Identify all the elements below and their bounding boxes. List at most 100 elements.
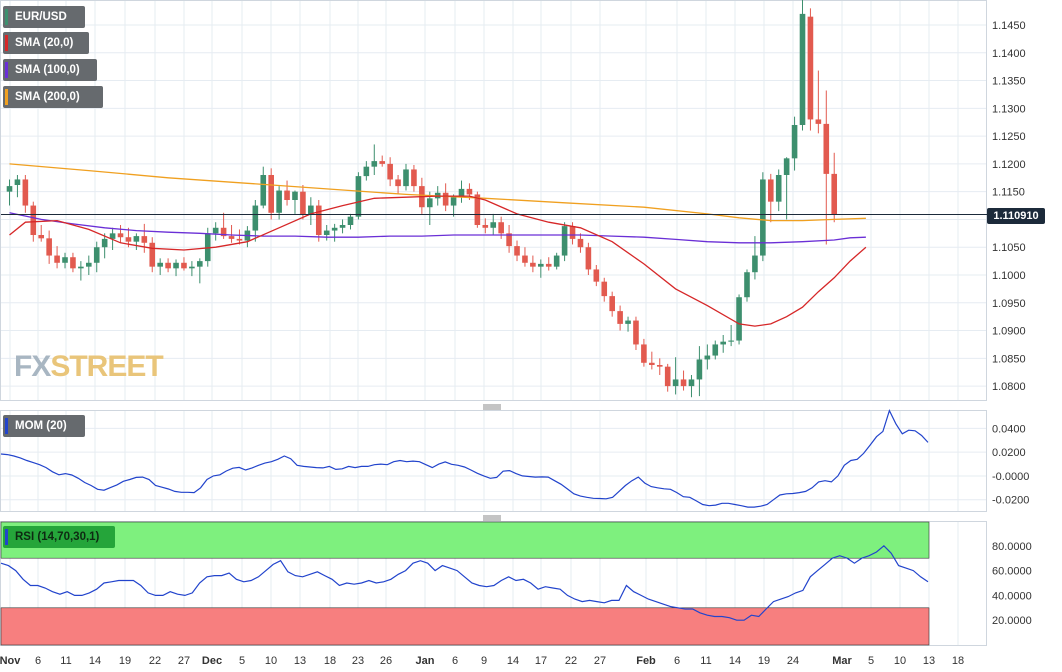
candle [601, 277, 608, 302]
candle [331, 223, 338, 242]
candle [736, 294, 742, 345]
candle-body [736, 297, 742, 341]
legend-mom[interactable]: MOM (20) [3, 415, 85, 437]
candle-body [109, 233, 116, 239]
candle-body [545, 263, 552, 267]
candle-body [823, 123, 830, 174]
rsi-oversold-zone [0, 607, 930, 646]
candle [387, 157, 393, 187]
legend-rsi[interactable]: RSI (14,70,30,1) [3, 526, 115, 548]
panel-frame-2 [0, 410, 987, 512]
candle [633, 316, 639, 350]
candle-body [93, 247, 100, 263]
candle [704, 344, 711, 370]
candle-body [585, 247, 592, 270]
x-tick-label: 26 [380, 655, 392, 667]
candle-body [553, 255, 560, 267]
price-y-tick-label: 1.0800 [992, 381, 1026, 393]
x-tick-label: 22 [149, 655, 161, 667]
legend-eurusd[interactable]: EUR/USD [3, 6, 85, 28]
fxstreet-watermark: FXSTREET [14, 350, 164, 384]
legend-sma200-label: SMA (200,0) [15, 91, 80, 103]
x-tick-label: 19 [119, 655, 131, 667]
mom-y-tick-label: -0.0000 [992, 471, 1029, 483]
candle [6, 179, 13, 206]
candle-body [411, 169, 417, 187]
candle-body [617, 311, 623, 324]
watermark-fx: FX [14, 350, 51, 383]
candle-body [252, 205, 259, 231]
candle-body [791, 125, 798, 159]
candle [656, 358, 663, 375]
candle [363, 161, 370, 181]
candle-body [641, 344, 647, 363]
candle [62, 252, 68, 269]
legend-mom-label: MOM (20) [15, 420, 67, 432]
candle-body [696, 359, 703, 380]
candle [236, 229, 243, 245]
candle [228, 225, 235, 243]
candle [609, 291, 615, 317]
price-y-tick-label: 1.0900 [992, 326, 1026, 338]
legend-sma20[interactable]: SMA (20,0) [3, 32, 89, 54]
candle-body [466, 188, 473, 195]
legend-rsi-swatch [5, 529, 8, 545]
candle [506, 225, 512, 253]
x-tick-label: Feb [636, 655, 656, 667]
candle-body [680, 379, 687, 387]
candle-body [625, 320, 631, 324]
candle-body [538, 263, 544, 267]
candle [426, 191, 433, 225]
candle-body [268, 175, 274, 213]
legend-sma100-label: SMA (100,0) [15, 64, 80, 76]
legend-sma100[interactable]: SMA (100,0) [3, 59, 97, 81]
candle [244, 226, 251, 248]
candle [807, 8, 814, 131]
candle-body [530, 262, 536, 267]
candle [625, 316, 631, 332]
x-tick-label: 10 [265, 655, 277, 667]
candle [680, 370, 687, 391]
rsi-y-axis: 80.0000 60.0000 40.0000 20.0000 [992, 541, 1032, 627]
candle-body [363, 166, 370, 177]
candle-body [323, 230, 330, 235]
candle-body [577, 238, 584, 248]
x-tick-label: Dec [202, 655, 222, 667]
candle [268, 168, 274, 220]
candle [831, 152, 838, 223]
legend-sma200[interactable]: SMA (200,0) [3, 86, 103, 108]
candle-body [308, 205, 314, 215]
candle [577, 233, 584, 253]
x-tick-label: 11 [700, 655, 711, 667]
candle [38, 225, 45, 242]
candle-body [260, 175, 267, 206]
x-tick-label: 19 [758, 655, 770, 667]
candle-body [38, 235, 45, 239]
candle-body [656, 365, 663, 367]
candle-body [482, 225, 489, 228]
candle-body [561, 226, 568, 256]
candle [728, 325, 734, 347]
candle [300, 185, 306, 220]
price-y-axis: 1.1450 1.1400 1.1350 1.1300 1.1250 1.1200 1.11… [992, 20, 1026, 393]
x-tick-label: 10 [894, 655, 906, 667]
candle [292, 190, 298, 214]
x-tick-label: 18 [952, 655, 964, 667]
x-tick-label: 27 [178, 655, 190, 667]
candle [189, 261, 195, 277]
candle-body [46, 238, 52, 256]
candle [530, 255, 536, 273]
candle-body [649, 362, 655, 365]
candle [641, 338, 647, 367]
candle [149, 237, 156, 273]
price-y-tick-label: 1.1200 [992, 159, 1026, 171]
candle-body [609, 296, 615, 312]
candle-body [807, 16, 814, 120]
mom-y-tick-label: 0.0200 [992, 447, 1026, 459]
candle-body [292, 191, 298, 200]
candle [117, 225, 124, 243]
candle [585, 242, 592, 275]
legend-mom-swatch [5, 418, 8, 434]
candle-body [712, 344, 719, 356]
candle [141, 223, 148, 253]
